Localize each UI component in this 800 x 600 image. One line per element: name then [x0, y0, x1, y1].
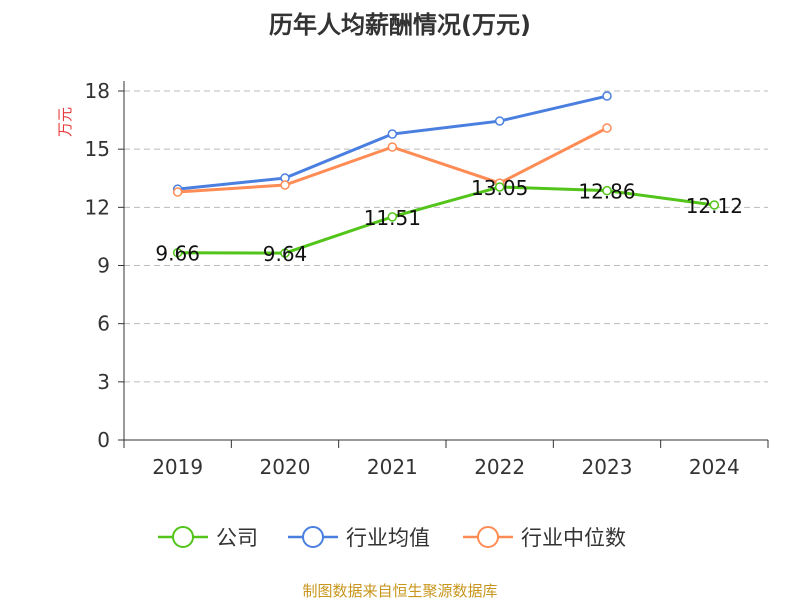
x-tick-label: 2020	[260, 455, 311, 479]
data-point	[709, 200, 720, 210]
data-point	[387, 212, 398, 222]
data-label: 9.66	[155, 242, 200, 266]
legend-marker	[172, 526, 194, 548]
data-label: 12.12	[686, 194, 743, 218]
legend-marker	[477, 526, 499, 548]
data-label: 11.51	[364, 206, 421, 230]
source-note: 制图数据来自恒生聚源数据库	[302, 582, 497, 600]
data-point	[387, 142, 398, 152]
y-tick-label: 0	[97, 428, 110, 452]
data-point	[280, 248, 290, 258]
legend-label: 行业中位数	[521, 526, 626, 550]
y-tick-label: 9	[97, 254, 110, 278]
data-label: 13.05	[471, 176, 528, 200]
data-point	[387, 129, 398, 139]
x-tick-label: 2021	[367, 455, 418, 479]
data-point	[172, 247, 183, 258]
data-point	[494, 116, 505, 126]
y-axis-label: 万元	[56, 107, 74, 137]
y-tick-label: 6	[97, 312, 110, 336]
data-point	[494, 182, 505, 192]
x-tick-label: 2024	[689, 455, 740, 479]
y-tick-label: 18	[85, 79, 110, 103]
legend-marker	[302, 526, 324, 548]
y-tick-label: 15	[85, 137, 110, 161]
x-tick-label: 2022	[474, 455, 525, 479]
legend-label: 行业均值	[346, 526, 430, 550]
data-point	[602, 91, 612, 101]
y-tick-label: 12	[85, 195, 110, 219]
data-point	[280, 180, 290, 190]
x-tick-label: 2019	[152, 455, 203, 479]
x-tick-label: 2023	[582, 455, 633, 479]
series-line-0	[177, 185, 715, 255]
y-tick-label: 3	[97, 370, 110, 394]
data-label: 12.86	[578, 180, 635, 204]
data-label: 9.64	[263, 242, 308, 266]
data-point	[602, 185, 612, 196]
data-point	[602, 123, 612, 133]
legend-label: 公司	[216, 526, 258, 550]
data-point	[172, 187, 183, 197]
chart-title: 历年人均薪酬情况(万元)	[269, 11, 531, 39]
